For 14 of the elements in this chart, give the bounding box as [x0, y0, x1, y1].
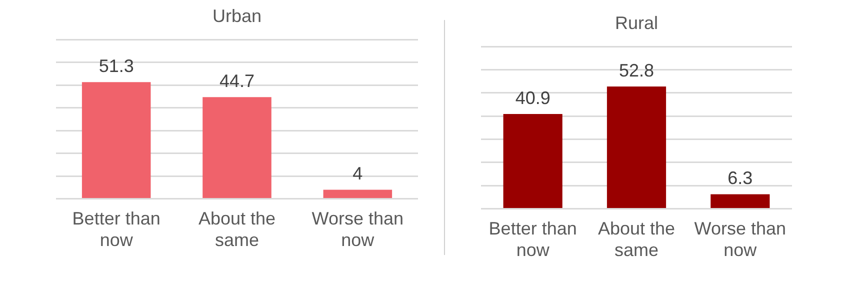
x-tick-label: Worse than now — [312, 208, 404, 250]
chart-title: Urban — [212, 6, 262, 26]
x-tick-label: About the same — [198, 208, 276, 250]
data-label: 52.8 — [618, 60, 654, 80]
data-label: 6.3 — [728, 168, 753, 188]
x-tick-label: Better than now — [488, 218, 577, 260]
x-tick-label: About the same — [598, 218, 676, 260]
data-label: 44.7 — [219, 71, 255, 92]
x-tick-label: Better than now — [72, 208, 160, 250]
data-label: 51.3 — [98, 56, 134, 76]
x-tick-label: Worse than now — [694, 218, 786, 260]
data-label: 40.9 — [515, 88, 550, 108]
data-label: 4 — [352, 164, 363, 184]
chart-title: Rural — [614, 12, 658, 33]
